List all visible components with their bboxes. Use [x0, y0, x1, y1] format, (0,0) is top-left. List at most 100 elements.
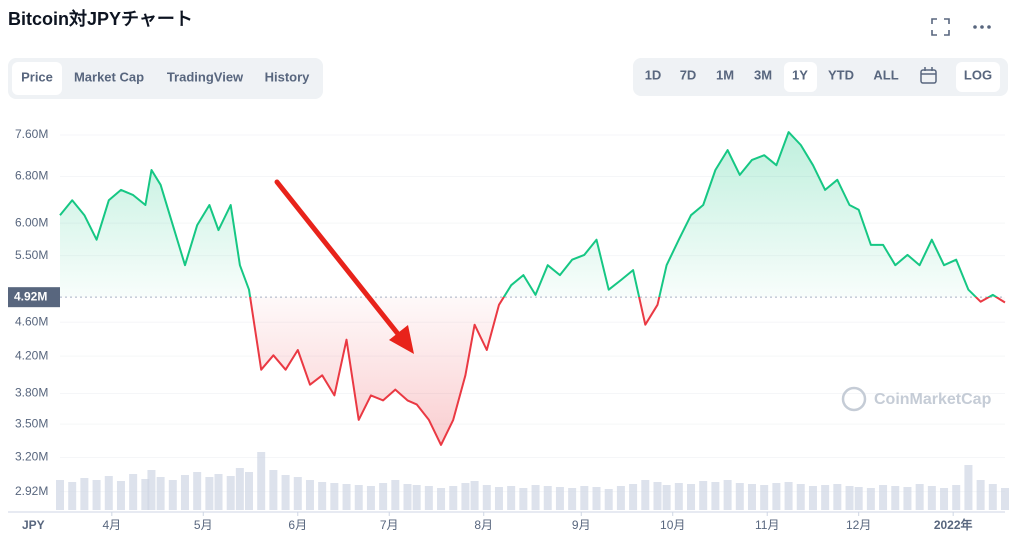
price-area	[60, 132, 1005, 445]
volume-bar	[821, 485, 830, 510]
volume-bar	[854, 487, 863, 510]
reference-label: 4.92M	[14, 289, 47, 303]
tab[interactable]: History	[265, 69, 311, 84]
fullscreen-icon[interactable]	[931, 18, 950, 36]
x-tick-label: 5月	[194, 518, 213, 532]
volume-bar	[354, 485, 363, 510]
watermark: CoinMarketCap	[874, 391, 992, 408]
volume-bar	[116, 481, 125, 510]
y-tick-label: 6.00M	[15, 215, 48, 229]
volume-bar	[482, 485, 491, 510]
volume-bar	[147, 470, 156, 510]
volume-bar	[879, 485, 888, 510]
volume-bar	[180, 475, 189, 510]
volume-bar	[687, 484, 696, 510]
page-title: Bitcoin対JPYチャート	[8, 8, 193, 29]
range-button[interactable]: YTD	[828, 67, 854, 82]
tab[interactable]: Market Cap	[74, 69, 144, 84]
volume-bar	[68, 482, 77, 510]
price-line	[59, 131, 1006, 446]
volume-bar	[940, 488, 949, 510]
volume-bar	[543, 486, 552, 510]
volume-bar	[568, 488, 577, 510]
y-tick-label: 3.20M	[15, 450, 48, 464]
range-button[interactable]: 7D	[680, 67, 697, 82]
volume-bar	[531, 485, 540, 510]
volume-bar	[214, 474, 223, 510]
volume-bar	[988, 484, 997, 510]
volume-bar	[976, 480, 985, 510]
volume-bar	[391, 480, 400, 510]
volume-bar	[604, 489, 613, 510]
range-button[interactable]: 1M	[716, 67, 734, 82]
volume-bar	[470, 481, 479, 510]
volume-bar	[379, 483, 388, 510]
tab-bar	[8, 58, 323, 99]
volume-bar	[104, 476, 113, 510]
volume-bar	[866, 488, 875, 510]
volume-bar	[699, 481, 708, 510]
y-tick-label: 5.50M	[15, 248, 48, 262]
volume-bar	[461, 483, 470, 510]
x-tick-label: 4月	[102, 518, 121, 532]
volume-bar	[927, 486, 936, 510]
volume-bar	[796, 484, 805, 510]
volume-bar	[891, 486, 900, 510]
x-tick-label: 6月	[288, 518, 307, 532]
volume-bar	[168, 480, 177, 510]
range-button[interactable]: 1D	[645, 67, 662, 82]
volume-bar	[747, 484, 756, 510]
volume-bar	[305, 480, 314, 510]
plot: 2.92M 3.20M 3.50M 3.80M 4.20M 4.60M 5.50M 6.00M…	[8, 127, 1009, 532]
volume-bar	[519, 488, 528, 510]
log-button-bg	[956, 62, 1000, 92]
range-button[interactable]: 3M	[754, 67, 772, 82]
y-unit-label: JPY	[22, 518, 45, 532]
annotation-arrow	[274, 179, 414, 354]
tab[interactable]: TradingView	[167, 69, 244, 84]
y-tick-label: 7.60M	[15, 127, 48, 141]
volume-bar	[293, 477, 302, 510]
volume-bar	[193, 472, 202, 510]
volume-bar	[412, 485, 421, 510]
volume-bar	[156, 477, 165, 510]
volume-bar	[281, 475, 290, 510]
watermark-logo	[841, 386, 867, 412]
volume-bar	[760, 485, 769, 510]
volume-bar	[903, 487, 912, 510]
calendar-icon[interactable]	[920, 67, 937, 84]
x-tick-label: 8月	[474, 518, 493, 532]
volume-bar	[226, 476, 235, 510]
log-button[interactable]: LOG	[964, 67, 992, 82]
y-tick-label: 6.80M	[15, 169, 48, 183]
volume-bar	[449, 486, 458, 510]
range-button[interactable]: 1Y	[792, 67, 808, 82]
volume-bar	[342, 484, 351, 510]
y-tick-label: 4.20M	[15, 348, 48, 362]
active-tab-bg	[12, 62, 62, 95]
volume-bar	[437, 488, 446, 510]
volume-bar	[808, 486, 817, 510]
volume-bar	[1001, 488, 1009, 510]
y-tick-label: 3.80M	[15, 386, 48, 400]
volume-bar	[205, 477, 214, 510]
volume-bar	[330, 483, 339, 510]
volume-bar	[257, 452, 266, 510]
volume-bar	[507, 486, 516, 510]
volume-bar	[555, 487, 564, 510]
tab[interactable]: Price	[21, 69, 53, 84]
more-icon[interactable]	[973, 25, 991, 29]
volume-bar	[424, 486, 433, 510]
range-bar	[633, 58, 1008, 96]
volume-bar	[92, 480, 101, 510]
volume-bar	[784, 482, 793, 510]
x-tick-label: 11月	[755, 518, 779, 532]
range-button[interactable]: ALL	[873, 67, 898, 82]
volume-bar	[915, 484, 924, 510]
volume-bar	[403, 484, 412, 510]
volume-bar	[674, 483, 683, 510]
x-tick-label: 10月	[660, 518, 685, 532]
volume-bar	[366, 486, 375, 510]
volume-bar	[235, 468, 244, 510]
y-tick-label: 3.50M	[15, 416, 48, 430]
